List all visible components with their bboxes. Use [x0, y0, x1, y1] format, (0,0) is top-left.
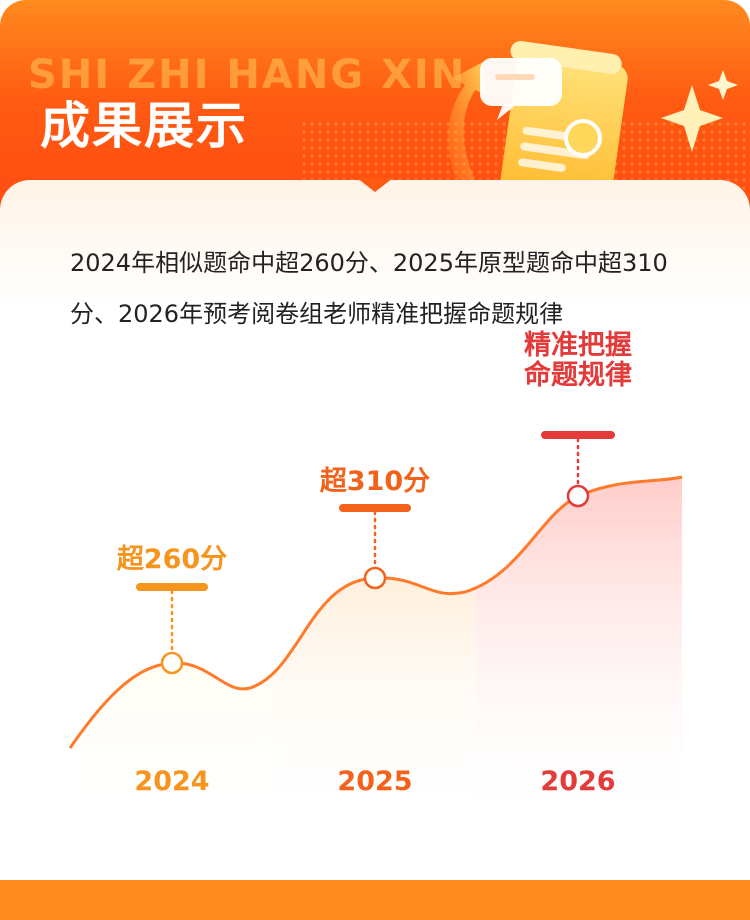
page-title: 成果展示 [40, 97, 248, 155]
label-bar-2026 [541, 431, 615, 439]
data-point-2026 [566, 484, 590, 508]
annotation-label-2024: 超260分 [117, 544, 227, 575]
growth-arrow-icon [448, 62, 487, 200]
sparkle-small-icon [708, 70, 738, 100]
panel-notch [357, 178, 393, 192]
annotation-label-2026: 精准把握 [524, 330, 632, 361]
year-label-2026: 2026 [540, 766, 615, 797]
summary-text: 2024年相似题命中超260分、2025年原型题命中超310分、2026年预考阅… [70, 249, 668, 328]
label-bar-2025 [339, 504, 411, 512]
data-point-2025 [363, 566, 387, 590]
message-bubble-icon [480, 58, 562, 120]
annotation-label-2025: 超310分 [320, 466, 430, 497]
header-banner: SHI ZHI HANG XIN 成果展示 [0, 0, 750, 230]
footer-bar [0, 880, 750, 920]
data-point-2024 [160, 651, 184, 675]
annotation-label-2026: 命题规律 [524, 359, 632, 391]
header-watermark: SHI ZHI HANG XIN [28, 52, 467, 98]
growth-document-illustration [448, 41, 738, 200]
year-label-2025: 2025 [337, 766, 412, 797]
sparkle-icon [661, 85, 723, 152]
year-label-2024: 2024 [134, 766, 209, 797]
chart-markers: 超260分 2024 超310分 2025 精准把握命题规律 2026 [117, 330, 632, 797]
label-bar-2024 [136, 583, 208, 591]
